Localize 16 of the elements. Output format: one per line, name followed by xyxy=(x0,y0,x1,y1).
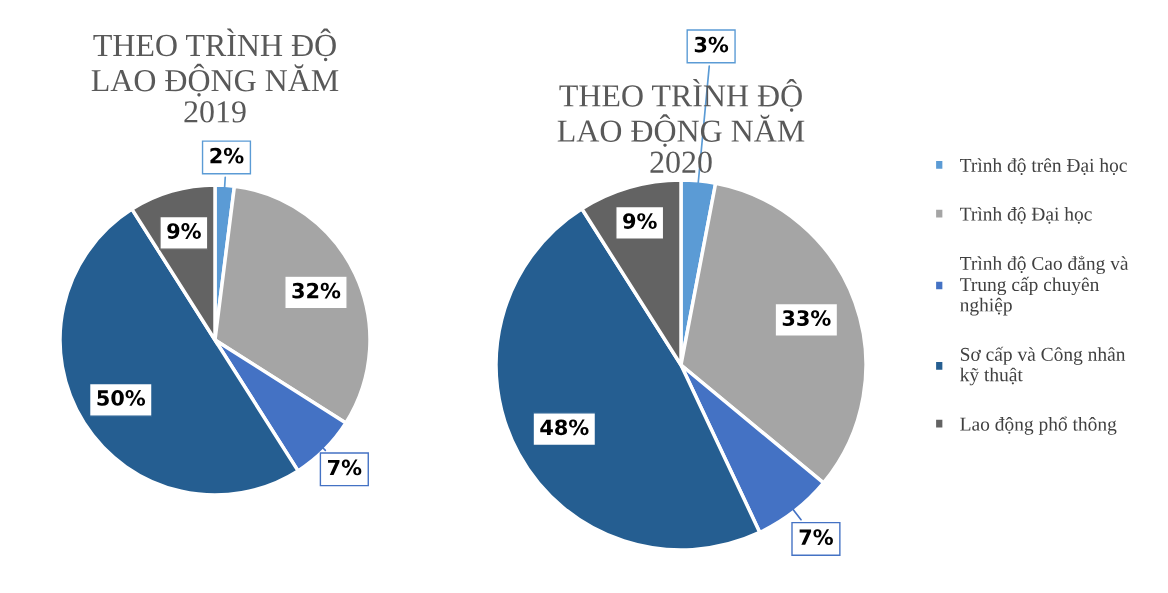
data-label: 2% xyxy=(210,147,244,164)
data-label: 48% xyxy=(540,419,589,436)
data-label: 9% xyxy=(623,213,657,229)
data-label: 50% xyxy=(97,390,146,406)
data-label: 32% xyxy=(292,282,341,299)
legend-label: Trình độ trên Đại học xyxy=(960,158,1127,175)
legend-label: Lao động phổ thông xyxy=(960,416,1117,435)
data-label: 33% xyxy=(782,310,831,326)
data-label: 7% xyxy=(328,459,362,476)
legend-label: Sơ cấp và Công nhân kỹ thuật xyxy=(960,346,1126,386)
data-label: 9% xyxy=(167,223,201,239)
legend-label: Trình độ Cao đẳng và Trung cấp chuyên nghiệp xyxy=(960,255,1129,316)
chart-title: THEO TRÌNH ĐỘ LAO ĐỘNG NĂM 2019 xyxy=(91,28,339,123)
legend-label: Trình độ Đại học xyxy=(960,206,1092,224)
data-label: 3% xyxy=(694,36,729,53)
data-label: 7% xyxy=(799,529,833,545)
